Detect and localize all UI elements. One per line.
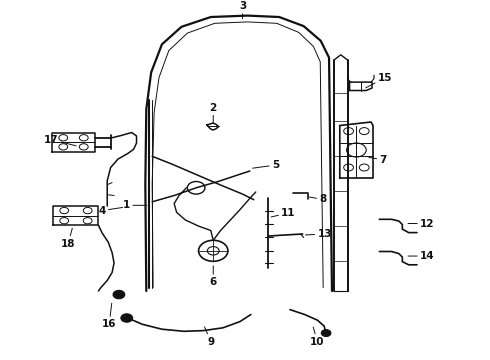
Text: 18: 18: [61, 228, 75, 248]
Text: 16: 16: [102, 303, 117, 329]
Text: 11: 11: [271, 208, 295, 218]
Text: 1: 1: [123, 200, 147, 210]
Circle shape: [113, 291, 125, 299]
Text: 4: 4: [98, 206, 122, 216]
Circle shape: [121, 314, 133, 322]
Text: 10: 10: [310, 327, 324, 347]
Text: 15: 15: [366, 73, 392, 88]
Text: 3: 3: [239, 1, 246, 19]
Text: 13: 13: [305, 229, 332, 239]
Text: 6: 6: [210, 266, 217, 287]
Text: 12: 12: [408, 219, 435, 229]
Text: 9: 9: [204, 327, 214, 347]
Circle shape: [321, 329, 331, 337]
Text: 8: 8: [309, 194, 326, 204]
Text: 5: 5: [253, 160, 279, 170]
Text: 2: 2: [210, 103, 217, 124]
Text: 7: 7: [369, 155, 387, 165]
Text: 14: 14: [408, 251, 435, 261]
Text: 17: 17: [44, 135, 76, 146]
